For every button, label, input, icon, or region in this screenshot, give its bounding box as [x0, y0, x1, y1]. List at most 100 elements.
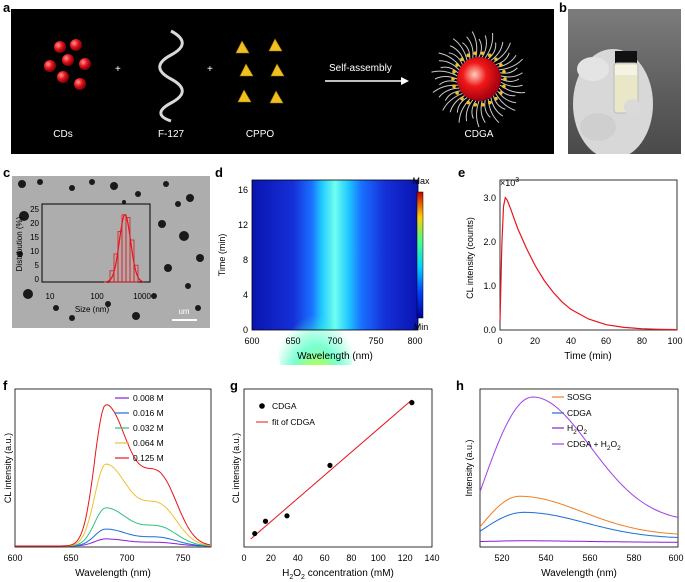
d-xlabel: Wavelength (nm): [297, 351, 373, 362]
e-xtick-20: 20: [530, 336, 540, 346]
tem-particle: [196, 254, 204, 262]
h-xtick-580: 580: [626, 553, 641, 563]
tem-particle: [163, 181, 169, 187]
arrow-label: Self-assembly: [329, 63, 392, 74]
cdga-polymer-chain: [490, 41, 504, 61]
tem-particle: [122, 200, 126, 204]
inset-xtick-100: 100: [90, 292, 104, 301]
cdga-polymer-chain: [499, 84, 526, 94]
panel-a-scheme: + + Self-assembly CDs F-127 CPPO CDGA: [11, 9, 554, 154]
h-legend-cdga: CDGA: [567, 408, 592, 418]
inset-ytick-10: 10: [30, 247, 39, 256]
tem-particle: [158, 220, 166, 228]
cdga-polymer-chain: [438, 87, 460, 98]
g-data-point: [327, 462, 333, 468]
d-xtick-750: 750: [368, 336, 383, 346]
cdga-polymer-chain: [487, 98, 500, 124]
cdga-polymer-chain: [498, 58, 524, 71]
cdga-polymer-chain: [452, 38, 468, 61]
cdga-cppo-dot: [452, 84, 456, 89]
h-xtick-600: 600: [668, 553, 683, 563]
f-series-line: [15, 404, 210, 547]
panel-c-tem: 0 5 10 15 20 25 10 100 1000 Size (nm) Di…: [12, 176, 210, 328]
f-xtick-750: 750: [175, 553, 190, 563]
cdga-polymer-chain: [466, 36, 474, 58]
g-data-point: [252, 530, 258, 537]
heatmap-hotspot: [276, 255, 356, 365]
cdga-polymer-chain: [492, 95, 506, 110]
panel-b-letter: b: [559, 0, 567, 15]
g-xtick: 140: [424, 553, 439, 563]
cdga-nanoparticle: [431, 31, 526, 128]
f-legend-label: 0.125 M: [133, 453, 164, 463]
cdga-polymer-chain: [484, 100, 491, 118]
e-ylabel: CL intensity (counts): [465, 217, 475, 299]
cdga-polymer-chain: [471, 100, 477, 119]
panel-a-svg: + + Self-assembly CDs F-127 CPPO CDGA: [44, 29, 526, 140]
panel-f-letter: f: [3, 378, 8, 393]
d-ytick-8: 8: [243, 255, 248, 265]
cdga-cppo-dot: [466, 53, 470, 58]
inset-xtick-1000: 1000: [133, 292, 151, 301]
e-xtick-0: 0: [497, 336, 502, 346]
inset-ytick-5: 5: [35, 261, 40, 270]
cdga-polymer-chain: [434, 76, 458, 80]
tem-particle: [53, 305, 59, 311]
g-xtick: 40: [293, 553, 303, 563]
tem-particle: [132, 312, 140, 320]
plus-2: +: [207, 64, 213, 75]
cdga-polymer-chain: [471, 31, 478, 58]
cdga-polymer-chain: [439, 80, 458, 86]
inset-ytick-15: 15: [30, 233, 39, 242]
cdga-polymer-chain: [442, 92, 463, 111]
cds-spheres: [44, 39, 91, 90]
vial-photo-svg: [573, 49, 653, 154]
g-fit-line: [250, 399, 413, 540]
e-series-line: [499, 196, 678, 331]
f-ylabel: CL intensity (a.u.): [3, 433, 13, 503]
e-ytick-2: 2.0: [483, 237, 496, 247]
e-multiplier: ×103: [500, 177, 519, 188]
cdga-polymer-chain: [490, 97, 504, 117]
inset-ytick-25: 25: [30, 205, 39, 214]
h-xtick-540: 540: [538, 553, 553, 563]
panel-f-chart: 0.008 M0.016 M0.032 M0.064 M0.125 M 600 …: [3, 388, 212, 579]
cdga-polymer-chain: [497, 90, 517, 104]
cdga-cppo-dot: [473, 51, 478, 56]
tem-particle: [164, 264, 172, 272]
cdga-cppo-dot: [499, 91, 503, 95]
inset-bar: [133, 264, 139, 283]
g-xtick: 60: [320, 553, 330, 563]
cdga-cppo-dot: [494, 96, 498, 101]
label-cds: CDs: [53, 129, 72, 140]
tem-particle: [151, 293, 157, 299]
g-legend-point-marker: [259, 403, 265, 409]
cdga-cppo-dot: [466, 100, 470, 105]
cdga-cppo-dot: [460, 96, 464, 101]
panel-b-photo: [568, 9, 681, 154]
cdga-polymer-chain: [484, 32, 494, 59]
cdga-cppo-dot: [480, 102, 485, 107]
cdga-polymer-chain: [449, 45, 466, 63]
plus-1: +: [115, 64, 121, 75]
inset-xlabel: Size (nm): [75, 305, 110, 314]
g-legend-point-label: CDGA: [272, 401, 297, 411]
cdga-cppo-dot: [499, 63, 503, 67]
tem-image-svg: 0 5 10 15 20 25 10 100 1000 Size (nm) Di…: [12, 176, 210, 328]
tem-particle: [89, 179, 95, 185]
f-legend-label: 0.016 M: [133, 408, 164, 418]
cdga-cppo-dot: [451, 77, 455, 81]
e-ytick-0: 0.0: [483, 325, 496, 335]
tem-particle: [18, 180, 26, 188]
cdga-cppo-dot: [455, 91, 459, 95]
f-xlabel: Wavelength (nm): [75, 568, 151, 579]
f-legend-label: 0.032 M: [133, 423, 164, 433]
tem-particle: [175, 201, 181, 207]
h-series-line: [479, 511, 679, 538]
cdga-polymer-chain: [481, 35, 487, 58]
f-legend-label: 0.008 M: [133, 393, 164, 403]
h-series-line: [479, 495, 679, 535]
tem-particle: [135, 191, 141, 197]
tem-particle: [19, 211, 29, 221]
g-xtick: 80: [346, 553, 356, 563]
